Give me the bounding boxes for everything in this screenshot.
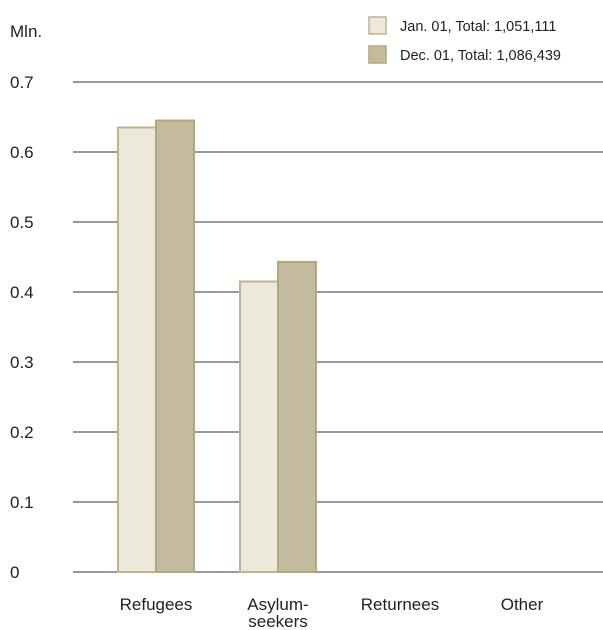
y-tick-label: 0.7 <box>10 73 34 92</box>
y-axis-tick-labels: 0 0.1 0.2 0.3 0.4 0.5 0.6 0.7 <box>10 73 34 582</box>
x-category-label: seekers <box>248 612 308 630</box>
legend-swatch <box>368 45 387 64</box>
bar <box>239 280 279 573</box>
bar <box>117 126 157 573</box>
y-tick-label: 0.5 <box>10 213 34 232</box>
y-tick-label: 0.3 <box>10 353 34 372</box>
y-tick-label: 0.1 <box>10 493 34 512</box>
x-category-label: Other <box>501 595 544 614</box>
bars <box>117 119 317 573</box>
x-category-label: Refugees <box>120 595 193 614</box>
x-axis-category-labels: Refugees Asylum-seekers Returnees Other <box>120 595 544 630</box>
legend-swatch <box>368 16 387 35</box>
y-tick-label: 0.6 <box>10 143 34 162</box>
y-tick-label: 0.2 <box>10 423 34 442</box>
x-category-label: Asylum- <box>247 595 308 614</box>
bar <box>277 260 317 573</box>
legend: Jan. 01, Total: 1,051,111 Dec. 01, Total:… <box>368 16 561 64</box>
y-tick-label: 0 <box>10 563 19 582</box>
legend-label: Jan. 01, Total: 1,051,111 <box>400 19 556 35</box>
x-category-label: Returnees <box>361 595 439 614</box>
legend-label: Dec. 01, Total: 1,086,439 <box>400 48 561 64</box>
y-tick-label: 0.4 <box>10 283 34 302</box>
y-axis-unit-label: Mln. <box>10 22 42 41</box>
bar <box>155 119 195 573</box>
